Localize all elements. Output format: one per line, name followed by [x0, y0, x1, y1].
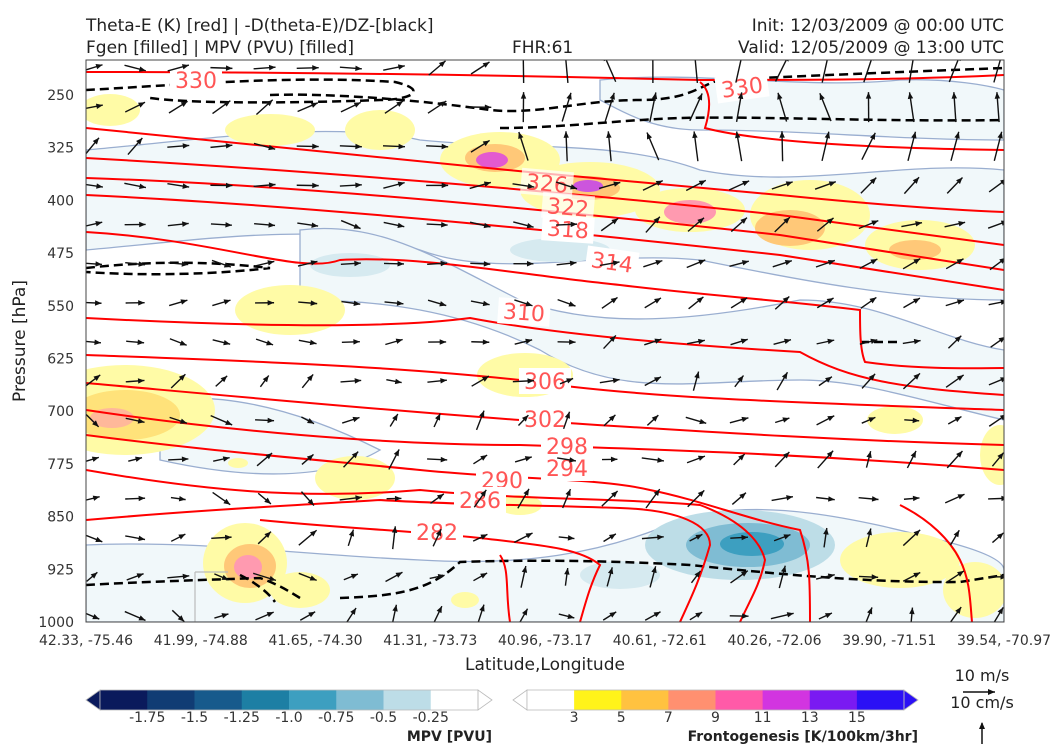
y-tick-label: 925 [47, 562, 74, 578]
colorbar-swatch [857, 690, 905, 710]
y-axis-label: Pressure [hPa] [10, 280, 30, 402]
y-tick-label: 475 [47, 246, 74, 262]
colorbar-swatch [574, 690, 622, 710]
y-tick-label: 250 [47, 88, 74, 104]
colorbar-swatch [384, 690, 432, 710]
theta-e-label: 294 [546, 457, 588, 482]
colorbar-swatch [716, 690, 764, 710]
y-tick-label: 700 [47, 404, 74, 420]
y-tick-label: 1000 [38, 615, 74, 631]
colorbar-swatch [336, 690, 384, 710]
x-tick-label: 40.26, -72.06 [727, 633, 821, 649]
x-axis-ticks: 42.33, -75.46 41.99, -74.88 41.65, -74.30 4… [39, 633, 1050, 649]
colorbar-swatch [621, 690, 669, 710]
y-tick-label: 400 [47, 193, 74, 209]
vector-key: 10 m/s 10 cm/s [950, 666, 1014, 744]
x-tick-label: 42.33, -75.46 [39, 633, 133, 649]
title-line1: Theta-E (K) [red] | -D(theta-E)/DZ-[blac… [85, 16, 434, 36]
colorbar-extend-high [904, 690, 918, 710]
colorbar-swatch [100, 690, 148, 710]
x-tick-label: 39.54, -70.97 [957, 633, 1050, 649]
colorbar-tick-label: -1.5 [181, 710, 208, 726]
colorbar-extend-low [86, 690, 100, 710]
vector-key-v-arrowhead [979, 722, 985, 729]
colorbar-swatch [242, 690, 290, 710]
colorbar-tick-label: -0.5 [370, 710, 397, 726]
x-tick-label: 39.90, -71.51 [842, 633, 936, 649]
theta-e-label: 286 [459, 489, 501, 514]
vector-key-horizontal: 10 m/s [955, 666, 1010, 685]
x-axis-label: Latitude,Longitude [465, 655, 625, 675]
colorbar-swatch [147, 690, 195, 710]
frontogenesis-colorbar: 3 5 7 9 11 13 15 [513, 690, 918, 726]
colorbar-extend-low [513, 690, 527, 710]
colorbar-swatch [289, 690, 337, 710]
colorbar-swatch [668, 690, 716, 710]
theta-e-label: 330 [175, 69, 217, 94]
theta-e-label: 302 [524, 408, 566, 433]
colorbar-tick-label: 13 [801, 710, 819, 726]
x-tick-label: 40.96, -73.17 [498, 633, 592, 649]
plot-area: 330 330 326 322 318 314 310 306 302 298 … [35, 53, 1020, 627]
init-time: Init: 12/03/2009 @ 00:00 UTC [752, 16, 1004, 36]
theta-e-label: 310 [502, 300, 546, 328]
colorbar-tick-label: 11 [754, 710, 772, 726]
y-tick-label: 625 [47, 352, 74, 368]
colorbar-tick-label: -0.25 [413, 710, 449, 726]
wind-vector-head [650, 53, 655, 59]
colorbar-tick-label: 3 [570, 710, 579, 726]
vector-key-vertical: 10 cm/s [950, 693, 1014, 712]
colorbar-tick-label: -1.0 [275, 710, 302, 726]
valid-time: Valid: 12/05/2009 @ 13:00 UTC [738, 38, 1004, 58]
colorbar-swatch [527, 690, 575, 710]
wind-vector [988, 498, 1008, 499]
x-tick-label: 41.31, -73.73 [383, 633, 477, 649]
theta-e-label: 318 [546, 217, 590, 245]
colorbar-tick-label: -1.75 [129, 710, 165, 726]
colorbar-tick-label: 5 [617, 710, 626, 726]
colorbar-tick-label: -1.25 [224, 710, 260, 726]
fgen-colorbar-label: Frontogenesis [K/100km/3hr] [688, 729, 918, 745]
y-tick-label: 775 [47, 457, 74, 473]
y-tick-label: 325 [47, 141, 74, 157]
theta-e-label: 306 [524, 370, 566, 395]
colorbar-tick-label: 7 [664, 710, 673, 726]
colorbar-extend-high [478, 690, 492, 710]
y-tick-label: 550 [47, 299, 74, 315]
forecast-hour: FHR:61 [512, 38, 573, 58]
x-tick-label: 41.99, -74.88 [154, 633, 248, 649]
colorbar-tick-label: 15 [848, 710, 866, 726]
wind-vector-head [693, 53, 698, 60]
x-tick-label: 40.61, -72.61 [613, 633, 707, 649]
colorbar-swatch [810, 690, 858, 710]
y-tick-label: 850 [47, 510, 74, 526]
colorbar-swatch [763, 690, 811, 710]
mpv-colorbar: -1.75 -1.5 -1.25 -1.0 -0.75 -0.5 -0.25 [86, 690, 492, 726]
colorbar-swatch [195, 690, 243, 710]
x-tick-label: 41.65, -74.30 [268, 633, 362, 649]
colorbar-swatch [431, 690, 479, 710]
colorbar-tick-label: -0.75 [318, 710, 354, 726]
y-axis-ticks: 250 325 400 475 550 625 700 775 850 925 1000 [38, 88, 74, 631]
colorbar-tick-label: 9 [711, 710, 720, 726]
wind-vector-head [1001, 496, 1008, 501]
title-line2: Fgen [filled] | MPV (PVU) [filled] [86, 38, 354, 58]
mpv-colorbar-label: MPV [PVU] [407, 729, 492, 745]
